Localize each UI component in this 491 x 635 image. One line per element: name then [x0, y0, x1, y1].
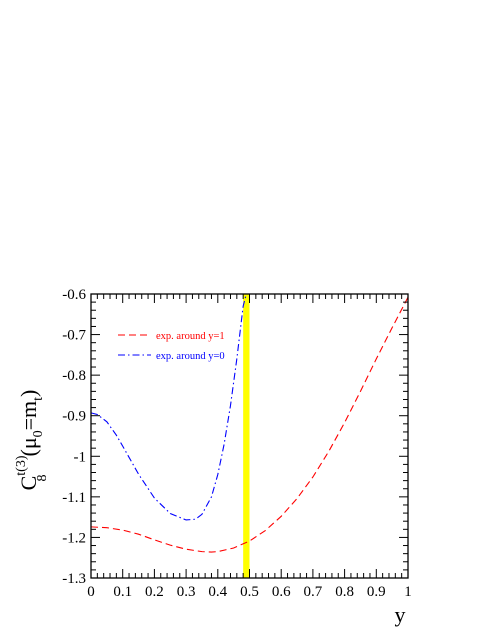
x-tick-label: 1 [404, 584, 412, 600]
y-tick-label: -0.9 [62, 409, 86, 425]
y-label-superscript: t(3) [14, 455, 29, 476]
x-tick-label: 0.6 [272, 584, 291, 600]
y-tick-label: -1.2 [62, 530, 86, 546]
x-axis-label: y [395, 602, 406, 627]
svg-text:Ct(3)8(μ0=mt): Ct(3) 8 (μ0=mt) [14, 390, 50, 491]
y-label-base: C [16, 476, 41, 491]
legend-label-1: exp. around y=0 [156, 351, 225, 362]
legend: exp. around y=1 exp. around y=0 [118, 331, 225, 362]
x-tick-label: 0.8 [335, 584, 354, 600]
y-tick-label: -0.7 [62, 328, 86, 344]
highlight-band-layer [243, 294, 250, 578]
x-tick-label: 0.9 [367, 584, 386, 600]
y-axis-label: Ct(3) 8 (μ0=mt) [14, 390, 50, 491]
y-tick-label: -1.1 [62, 490, 86, 506]
x-tick-label: 0.7 [304, 584, 323, 600]
y-label-paren-open: ( [16, 449, 41, 456]
tick-layer: 0 0.1 0.2 0.3 0.4 0.5 0.6 0.7 0.8 0.9 1 -0.6 -0.7 -0.… [62, 287, 412, 600]
y-tick-label: -1.3 [62, 571, 86, 587]
highlight-band [243, 294, 250, 578]
y-label-subscript: 8 [35, 474, 50, 481]
series-line-0 [90, 296, 409, 553]
y-tick-label: -0.8 [62, 368, 86, 384]
y-tick-label: -1 [74, 449, 87, 465]
series-line-1 [90, 293, 247, 521]
y-label-mu: μ [16, 437, 41, 449]
x-tick-label: 0.4 [208, 584, 227, 600]
x-tick-label: 0.1 [113, 584, 132, 600]
series-layer [90, 293, 409, 553]
x-tick-label: 0 [87, 584, 95, 600]
x-tick-label: 0.2 [145, 584, 164, 600]
y-label-equals-m: =m [16, 401, 41, 431]
y-label-paren-close: ) [16, 390, 41, 397]
x-tick-label: 0.5 [240, 584, 259, 600]
y-label-m-subscript: t [31, 397, 46, 401]
y-label-mu-subscript: 0 [31, 430, 46, 437]
legend-label-0: exp. around y=1 [156, 331, 225, 342]
x-tick-label: 0.3 [177, 584, 196, 600]
y-tick-label: -0.6 [62, 287, 86, 303]
